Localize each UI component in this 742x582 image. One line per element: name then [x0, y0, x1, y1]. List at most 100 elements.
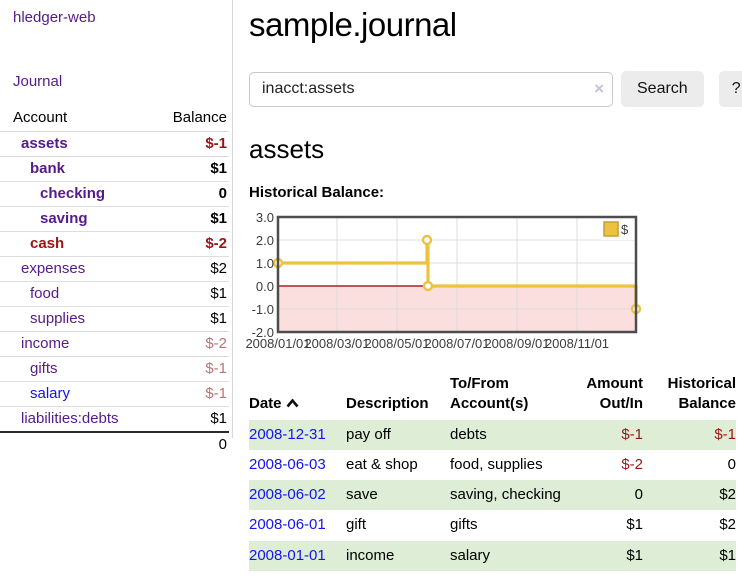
chart-title: Historical Balance: — [249, 184, 385, 201]
search-form: × Search ? — [249, 71, 742, 107]
account-link-bank[interactable]: bank — [30, 160, 66, 177]
accounts-column-header: To/From Account(s) — [450, 375, 529, 413]
balance-column-header: Historical Balance — [667, 375, 736, 413]
account-balance: $-1 — [114, 381, 229, 407]
transaction-amount: $-1 — [621, 425, 643, 443]
accounts-total-row: 0 — [0, 431, 229, 457]
account-balance: $-1 — [114, 356, 229, 382]
historical-balance-chart[interactable]: $ 3.0 2.0 1.0 0.0 -1.0 -2.0 2008/01/01 2… — [245, 210, 665, 352]
account-balance: $1 — [114, 406, 229, 432]
account-balance: $1 — [114, 206, 229, 232]
account-row: income $-2 — [0, 331, 229, 357]
search-input[interactable] — [249, 71, 613, 107]
account-balance: $1 — [114, 281, 229, 307]
transaction-row: 2008-06-02 save saving, checking 0 $2 — [249, 480, 736, 511]
svg-text:-1.0: -1.0 — [252, 302, 274, 317]
account-row: saving $1 — [0, 206, 229, 232]
sidebar: hledger-web Journal Account Balance asse… — [0, 0, 233, 457]
transaction-description: pay off — [346, 425, 391, 443]
sort-ascending-icon — [286, 394, 299, 414]
svg-text:0.0: 0.0 — [256, 279, 274, 294]
svg-text:2008/01/01: 2008/01/01 — [245, 336, 310, 351]
main-content: sample.journal × Search ? assets Histori… — [245, 0, 742, 571]
transaction-accounts: gifts — [450, 516, 478, 534]
svg-text:3.0: 3.0 — [256, 210, 274, 225]
description-column-header: Description — [346, 395, 429, 413]
svg-text:2008/11/01: 2008/11/01 — [545, 336, 609, 351]
transaction-date-link[interactable]: 2008-06-03 — [249, 455, 326, 473]
transaction-description: income — [346, 546, 395, 564]
account-link-salary[interactable]: salary — [30, 385, 71, 402]
transaction-description: eat & shop — [346, 455, 418, 473]
account-link-cash[interactable]: cash — [30, 235, 65, 252]
svg-text:2008/07/01: 2008/07/01 — [424, 336, 489, 351]
account-balance: $-2 — [114, 331, 229, 357]
account-balance: $1 — [114, 306, 229, 332]
account-link-checking[interactable]: checking — [40, 185, 106, 202]
transaction-row: 2008-12-31 pay off debts $-1 $-1 — [249, 419, 736, 450]
transaction-date-link[interactable]: 2008-06-01 — [249, 516, 326, 534]
clear-search-icon[interactable]: × — [594, 78, 604, 98]
account-heading: assets — [249, 134, 325, 164]
svg-text:-2.0: -2.0 — [252, 325, 274, 340]
account-column-header: Account — [13, 109, 68, 126]
transaction-accounts: salary — [450, 546, 491, 564]
account-balance: $2 — [114, 256, 229, 282]
transaction-date-link[interactable]: 2008-01-01 — [249, 546, 326, 564]
app-title-link[interactable]: hledger-web — [13, 9, 96, 26]
svg-text:2.0: 2.0 — [256, 233, 274, 248]
transaction-accounts: saving, checking — [450, 486, 561, 503]
transaction-amount: 0 — [634, 486, 643, 503]
account-link-liabilities-debts[interactable]: liabilities:debts — [21, 410, 119, 427]
help-button[interactable]: ? — [718, 71, 742, 107]
sidebar-item-journal[interactable]: Journal — [13, 73, 63, 90]
account-balance: $1 — [114, 156, 229, 182]
transaction-amount: $-2 — [621, 455, 643, 473]
account-link-food[interactable]: food — [30, 285, 60, 302]
account-row: supplies $1 — [0, 306, 229, 332]
transaction-amount: $1 — [626, 546, 643, 564]
account-link-assets[interactable]: assets — [21, 135, 68, 152]
transaction-description: save — [346, 486, 378, 503]
account-balance: $-2 — [114, 231, 229, 257]
transaction-accounts: debts — [450, 425, 487, 443]
transaction-date-link[interactable]: 2008-12-31 — [249, 425, 326, 443]
account-row: cash $-2 — [0, 231, 229, 257]
svg-text:1.0: 1.0 — [256, 256, 274, 271]
transaction-balance: $2 — [719, 486, 736, 503]
x-axis-labels: 2008/01/01 2008/03/01 2008/05/01 2008/07… — [245, 336, 609, 351]
amount-column-header: Amount Out/In — [586, 375, 643, 413]
date-column-header: Date — [249, 374, 346, 420]
transaction-row: 2008-01-01 income salary $1 $1 — [249, 540, 736, 571]
svg-text:2008/09/01: 2008/09/01 — [484, 336, 549, 351]
transaction-accounts: food, supplies — [450, 455, 543, 473]
plot-border — [276, 215, 638, 334]
svg-text:2008/03/01: 2008/03/01 — [304, 336, 369, 351]
transaction-amount: $1 — [626, 516, 643, 534]
transaction-row: 2008-06-03 eat & shop food, supplies $-2… — [249, 450, 736, 480]
account-link-saving[interactable]: saving — [40, 210, 88, 227]
search-button[interactable]: Search — [621, 71, 704, 107]
page-title: sample.journal — [249, 6, 457, 43]
transaction-date-link[interactable]: 2008-06-02 — [249, 486, 326, 503]
transaction-row: 2008-06-01 gift gifts $1 $2 — [249, 510, 736, 540]
accounts-total-value: 0 — [114, 431, 229, 457]
svg-text:2008/05/01: 2008/05/01 — [364, 336, 429, 351]
legend-swatch — [603, 221, 619, 237]
account-row: bank $1 — [0, 156, 229, 182]
account-row: liabilities:debts $1 — [0, 406, 229, 432]
transaction-balance: $2 — [719, 516, 736, 534]
account-row: expenses $2 — [0, 256, 229, 282]
account-link-gifts[interactable]: gifts — [30, 360, 58, 377]
account-link-supplies[interactable]: supplies — [30, 310, 86, 327]
register-table: Date Description To/From Account(s) Amou… — [249, 374, 736, 571]
account-link-income[interactable]: income — [21, 335, 70, 352]
transaction-balance: $1 — [719, 546, 736, 564]
account-row: food $1 — [0, 281, 229, 307]
account-link-expenses[interactable]: expenses — [21, 260, 86, 277]
account-row: salary $-1 — [0, 381, 229, 407]
account-row: assets $-1 — [0, 131, 229, 157]
account-row: gifts $-1 — [0, 356, 229, 382]
account-balance: $-1 — [114, 131, 229, 157]
account-row: checking 0 — [0, 181, 229, 207]
